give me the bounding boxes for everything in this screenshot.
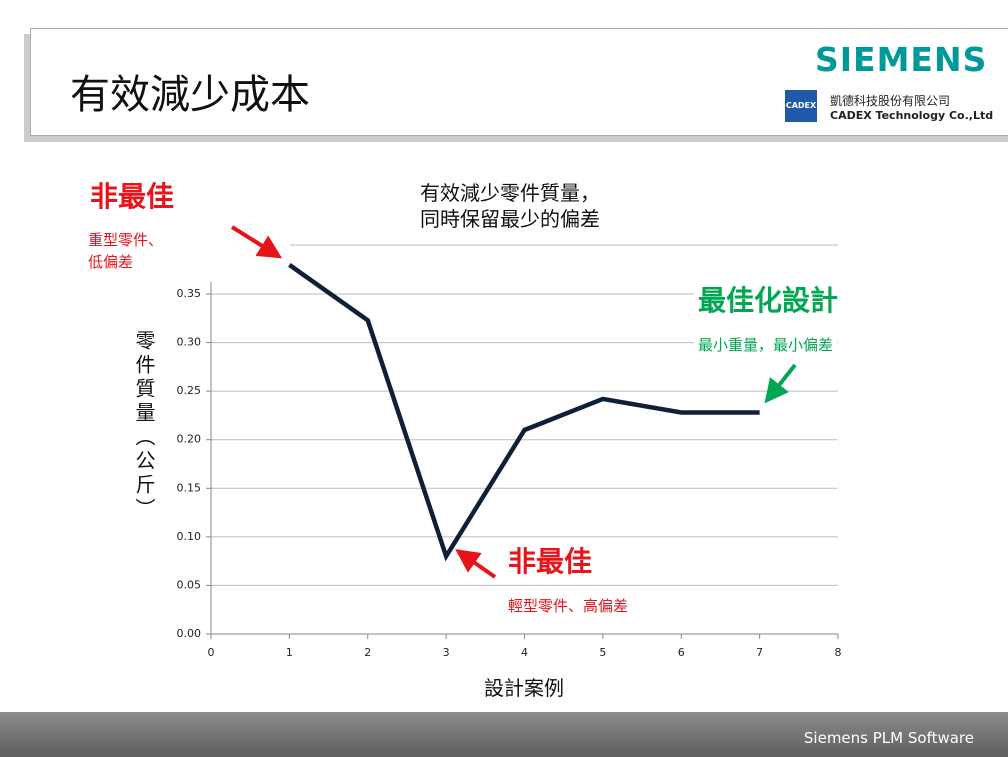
x-tick-label: 1 (286, 646, 293, 659)
annotation-title: 非最佳 (86, 180, 179, 214)
x-tick-label: 7 (756, 646, 763, 659)
y-tick-label: 0.05 (177, 578, 202, 591)
x-tick-label: 2 (364, 646, 371, 659)
x-tick-label: 0 (208, 646, 215, 659)
slide-title: 有效減少成本 (70, 72, 310, 118)
y-tick-label: 0.35 (177, 287, 202, 300)
footer-bar (0, 712, 1008, 757)
annotation-text: 輕型零件、高偏差 (504, 595, 633, 617)
x-axis-label: 設計案例 (484, 676, 564, 700)
arrow (764, 363, 797, 404)
y-tick-label: 0.10 (177, 530, 202, 543)
data-line (288, 263, 760, 562)
x-tick-label: 5 (599, 646, 606, 659)
logo: CADEX (785, 90, 817, 122)
y-tick-label: 0.30 (177, 336, 202, 349)
y-tick-label: 0.25 (177, 384, 202, 397)
annotation-title: 非最佳 (504, 545, 653, 579)
arrow (455, 549, 497, 579)
y-axis-label: 零件質量（公斤） (132, 330, 156, 522)
x-tick-label: 8 (835, 646, 842, 659)
y-tick-label: 0.15 (177, 481, 202, 494)
x-tick-label: 4 (521, 646, 528, 659)
x-tick-label: 3 (443, 646, 450, 659)
annotation-text: 最小重量，最小偏差 (694, 334, 838, 356)
footer-text: Siemens PLM Software (803, 729, 974, 747)
x-tick-label: 6 (678, 646, 685, 659)
company-zh: 凱德科技股份有限公司 (830, 94, 951, 108)
annotation-text: 重型零件、 低偏差 (84, 229, 168, 273)
brand: SIEMENS (815, 40, 988, 79)
arrows (230, 225, 797, 579)
y-tick-label: 0.20 (177, 433, 202, 446)
company-en: CADEX Technology Co.,Ltd (830, 109, 994, 122)
chart-title: 有效減少零件質量， 同時保留最少的偏差 (420, 181, 600, 231)
header-box (30, 28, 1008, 136)
y-tick-label: 0.00 (177, 627, 202, 640)
arrow (230, 225, 283, 259)
annotation-title: 最佳化設計 (694, 284, 843, 318)
